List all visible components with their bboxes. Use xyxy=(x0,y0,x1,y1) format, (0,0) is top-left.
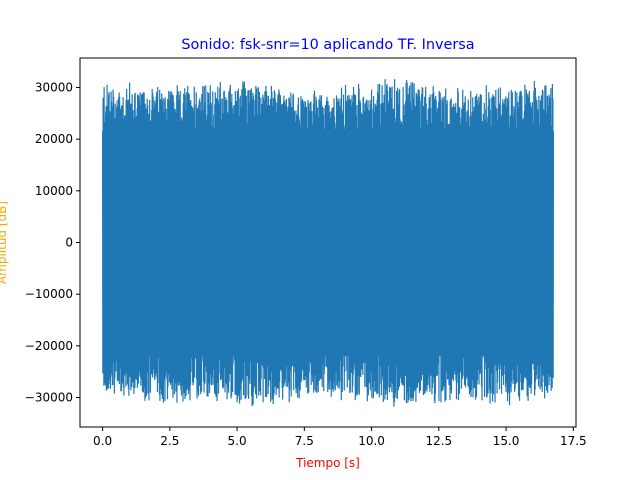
y-tick-label: 0 xyxy=(65,236,73,250)
x-tick-label: 10.0 xyxy=(358,434,385,448)
signal-waveform xyxy=(101,79,555,407)
y-axis-ticks: 30000 20000 10000 0 −10000 −20000 −30000 xyxy=(25,80,80,405)
signal-line xyxy=(101,79,555,407)
x-axis-label: Tiempo [s] xyxy=(295,456,360,470)
x-tick-label: 5.0 xyxy=(228,434,247,448)
x-tick-label: 2.5 xyxy=(160,434,179,448)
y-tick-label: 10000 xyxy=(35,184,73,198)
x-tick-label: 12.5 xyxy=(425,434,452,448)
x-tick-label: 7.5 xyxy=(295,434,314,448)
plot-area xyxy=(79,57,577,428)
chart-title: Sonido: fsk-snr=10 aplicando TF. Inversa xyxy=(181,37,474,53)
y-axis-label: Amplitud [dB] xyxy=(0,201,9,284)
x-tick-label: 17.5 xyxy=(560,434,587,448)
y-tick-label: −20000 xyxy=(25,339,73,353)
y-tick-label: −10000 xyxy=(25,287,73,301)
y-tick-label: 20000 xyxy=(35,132,73,146)
y-tick-label: −30000 xyxy=(25,391,73,405)
x-tick-label: 15.0 xyxy=(493,434,520,448)
x-tick-label: 0.0 xyxy=(93,434,112,448)
y-tick-label: 30000 xyxy=(35,80,73,94)
x-axis-ticks: 0.0 2.5 5.0 7.5 10.0 12.5 15.0 17.5 xyxy=(93,427,587,448)
